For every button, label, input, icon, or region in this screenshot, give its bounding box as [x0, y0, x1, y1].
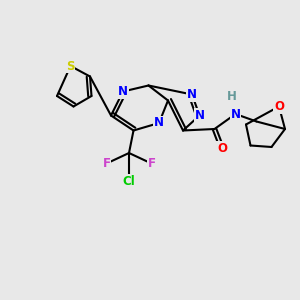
Text: O: O	[217, 142, 227, 155]
Text: N: N	[118, 85, 128, 98]
Text: H: H	[227, 89, 236, 103]
Text: F: F	[103, 157, 110, 170]
Text: N: N	[154, 116, 164, 130]
Text: S: S	[66, 59, 75, 73]
Text: N: N	[194, 109, 205, 122]
Text: F: F	[148, 157, 155, 170]
Text: N: N	[187, 88, 197, 101]
Text: N: N	[230, 107, 241, 121]
Text: O: O	[274, 100, 284, 113]
Text: Cl: Cl	[123, 175, 135, 188]
